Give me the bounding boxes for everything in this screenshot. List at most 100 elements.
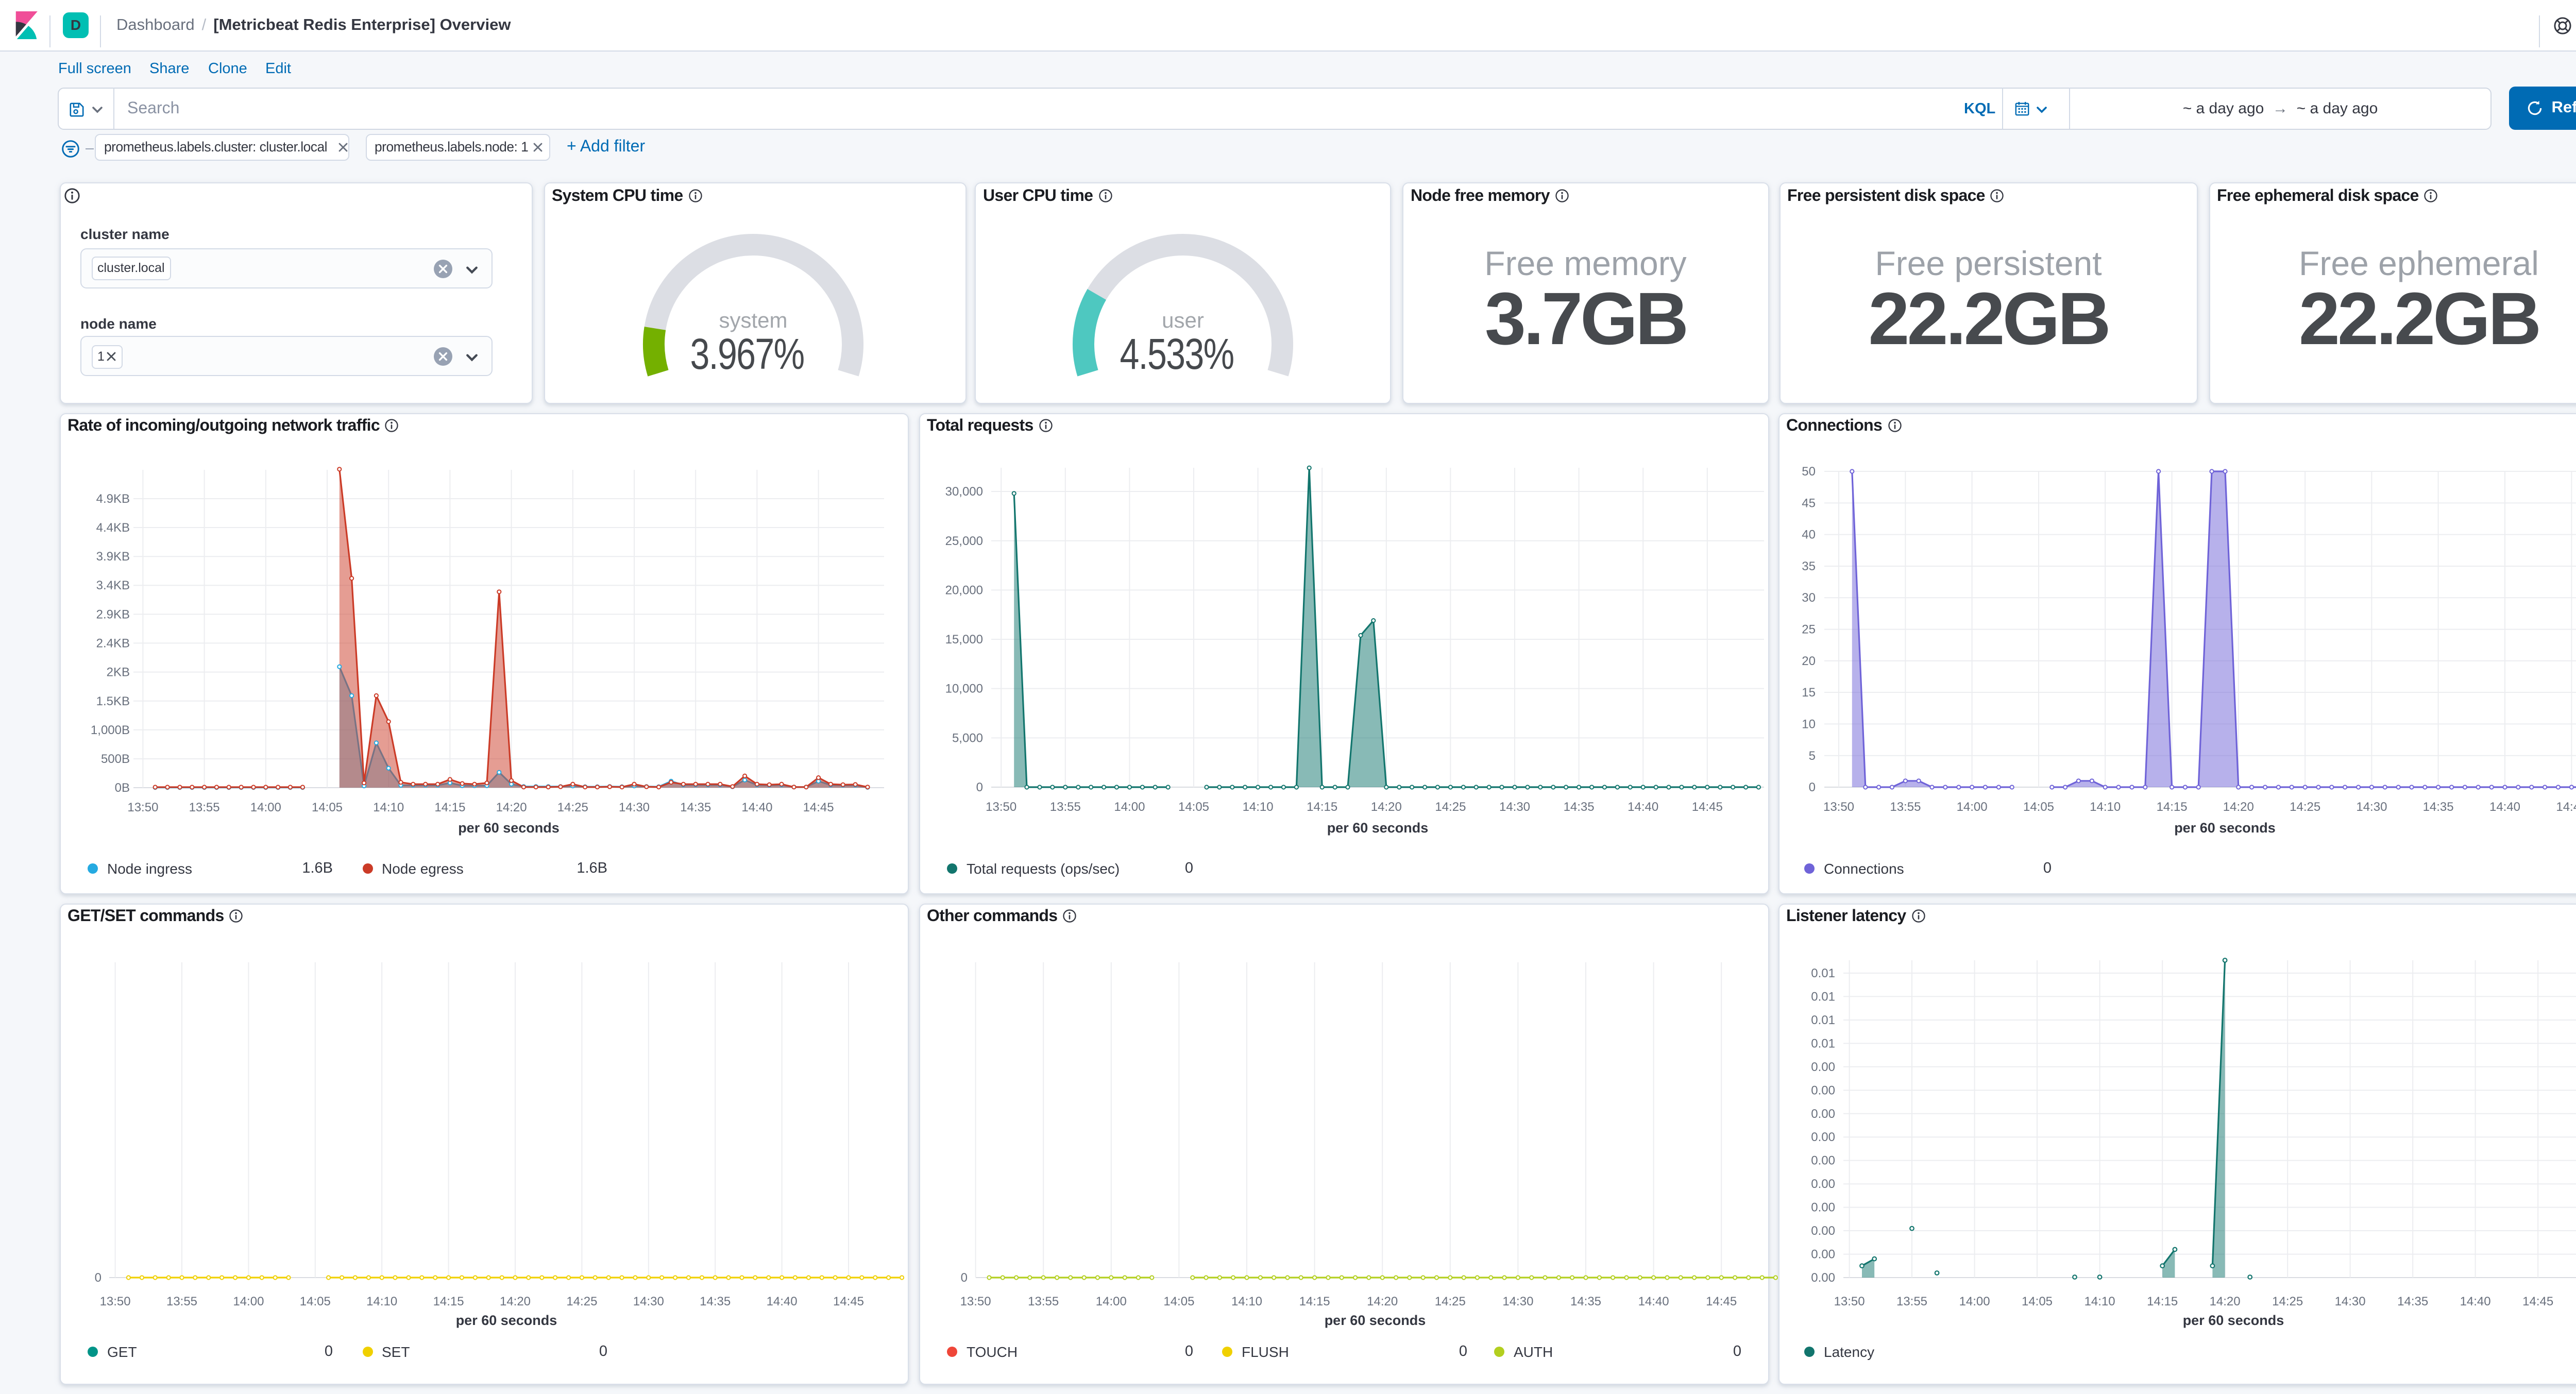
- svg-text:14:30: 14:30: [633, 1295, 664, 1308]
- svg-text:10: 10: [1802, 717, 1816, 731]
- svg-text:13:55: 13:55: [1890, 800, 1921, 814]
- svg-text:0.00: 0.00: [1811, 1248, 1835, 1262]
- svg-text:14:20: 14:20: [2223, 800, 2254, 814]
- svg-text:0.00: 0.00: [1811, 1107, 1835, 1121]
- svg-text:14:25: 14:25: [1435, 800, 1466, 814]
- svg-text:14:00: 14:00: [250, 801, 281, 814]
- svg-text:14:35: 14:35: [2423, 800, 2454, 814]
- svg-text:1,000B: 1,000B: [91, 723, 130, 737]
- svg-text:15: 15: [1802, 686, 1816, 700]
- svg-text:14:40: 14:40: [1638, 1295, 1669, 1308]
- svg-text:14:45: 14:45: [803, 801, 834, 814]
- svg-text:14:05: 14:05: [1178, 800, 1209, 814]
- svg-text:4.9KB: 4.9KB: [96, 492, 130, 506]
- svg-text:25: 25: [1802, 623, 1816, 637]
- svg-text:35: 35: [1802, 559, 1816, 573]
- svg-text:15,000: 15,000: [945, 633, 983, 647]
- svg-text:0.00: 0.00: [1811, 1060, 1835, 1074]
- svg-text:14:35: 14:35: [680, 801, 711, 814]
- svg-text:5: 5: [1809, 749, 1816, 763]
- svg-text:3.4KB: 3.4KB: [96, 579, 130, 592]
- svg-text:4.4KB: 4.4KB: [96, 521, 130, 535]
- svg-text:13:55: 13:55: [189, 801, 220, 814]
- svg-text:14:40: 14:40: [741, 801, 772, 814]
- svg-text:0.00: 0.00: [1811, 1154, 1835, 1168]
- svg-text:0.01: 0.01: [1811, 1036, 1835, 1050]
- svg-text:0.01: 0.01: [1811, 966, 1835, 980]
- svg-text:0: 0: [1809, 780, 1816, 794]
- svg-text:14:15: 14:15: [1299, 1295, 1330, 1308]
- svg-text:14:20: 14:20: [500, 1295, 531, 1308]
- svg-text:14:05: 14:05: [2022, 1295, 2053, 1308]
- svg-text:14:40: 14:40: [2489, 800, 2520, 814]
- svg-text:14:35: 14:35: [1570, 1295, 1601, 1308]
- svg-text:14:15: 14:15: [2157, 800, 2188, 814]
- svg-text:13:50: 13:50: [127, 801, 158, 814]
- svg-text:50: 50: [1802, 465, 1816, 479]
- svg-text:20: 20: [1802, 654, 1816, 668]
- svg-text:13:50: 13:50: [1823, 800, 1854, 814]
- svg-text:2.4KB: 2.4KB: [96, 636, 130, 650]
- svg-text:14:00: 14:00: [233, 1295, 264, 1308]
- svg-text:0.01: 0.01: [1811, 1013, 1835, 1027]
- svg-text:40: 40: [1802, 528, 1816, 542]
- svg-text:14:35: 14:35: [1564, 800, 1595, 814]
- svg-text:500B: 500B: [101, 752, 130, 766]
- svg-text:14:15: 14:15: [2147, 1295, 2178, 1308]
- svg-text:20,000: 20,000: [945, 583, 983, 597]
- svg-text:13:55: 13:55: [166, 1295, 197, 1308]
- svg-text:14:15: 14:15: [1307, 800, 1337, 814]
- svg-text:14:00: 14:00: [1096, 1295, 1127, 1308]
- svg-text:30,000: 30,000: [945, 485, 983, 499]
- svg-text:14:45: 14:45: [2522, 1295, 2553, 1308]
- svg-text:14:25: 14:25: [566, 1295, 597, 1308]
- svg-text:13:50: 13:50: [986, 800, 1016, 814]
- svg-text:0: 0: [976, 780, 983, 794]
- svg-text:14:00: 14:00: [1959, 1295, 1990, 1308]
- svg-text:14:35: 14:35: [700, 1295, 731, 1308]
- svg-text:13:55: 13:55: [1896, 1295, 1927, 1308]
- svg-text:14:40: 14:40: [2460, 1295, 2491, 1308]
- svg-text:13:50: 13:50: [100, 1295, 131, 1308]
- svg-text:13:50: 13:50: [960, 1295, 991, 1308]
- svg-text:0.01: 0.01: [1811, 990, 1835, 1004]
- svg-text:0: 0: [95, 1271, 101, 1285]
- svg-text:0.00: 0.00: [1811, 1201, 1835, 1215]
- svg-text:14:15: 14:15: [434, 801, 465, 814]
- svg-text:2.9KB: 2.9KB: [96, 607, 130, 621]
- svg-text:45: 45: [1802, 496, 1816, 510]
- svg-text:14:10: 14:10: [1231, 1295, 1262, 1308]
- svg-text:14:10: 14:10: [366, 1295, 397, 1308]
- svg-text:14:45: 14:45: [1692, 800, 1723, 814]
- svg-text:14:05: 14:05: [312, 801, 343, 814]
- svg-text:5,000: 5,000: [952, 731, 983, 745]
- svg-text:14:30: 14:30: [1502, 1295, 1533, 1308]
- svg-text:14:45: 14:45: [833, 1295, 864, 1308]
- svg-text:14:25: 14:25: [557, 801, 588, 814]
- svg-text:14:30: 14:30: [619, 801, 650, 814]
- svg-text:14:05: 14:05: [2023, 800, 2054, 814]
- svg-text:0.00: 0.00: [1811, 1224, 1835, 1238]
- svg-text:0.00: 0.00: [1811, 1271, 1835, 1285]
- svg-text:14:10: 14:10: [373, 801, 404, 814]
- svg-text:14:20: 14:20: [496, 801, 527, 814]
- svg-text:14:30: 14:30: [2356, 800, 2387, 814]
- svg-text:30: 30: [1802, 591, 1816, 605]
- svg-text:14:05: 14:05: [300, 1295, 331, 1308]
- svg-text:14:40: 14:40: [1628, 800, 1658, 814]
- svg-text:0.00: 0.00: [1811, 1083, 1835, 1097]
- svg-text:14:00: 14:00: [1114, 800, 1145, 814]
- svg-text:14:45: 14:45: [1706, 1295, 1737, 1308]
- svg-text:14:10: 14:10: [2084, 1295, 2115, 1308]
- svg-text:14:35: 14:35: [2397, 1295, 2428, 1308]
- svg-text:0: 0: [961, 1271, 968, 1285]
- svg-text:14:20: 14:20: [2210, 1295, 2241, 1308]
- svg-text:0B: 0B: [115, 781, 130, 795]
- svg-text:0.00: 0.00: [1811, 1130, 1835, 1144]
- svg-text:13:55: 13:55: [1028, 1295, 1059, 1308]
- svg-text:14:30: 14:30: [2335, 1295, 2366, 1308]
- svg-text:14:05: 14:05: [1163, 1295, 1194, 1308]
- svg-text:14:15: 14:15: [433, 1295, 464, 1308]
- svg-text:13:50: 13:50: [1834, 1295, 1865, 1308]
- svg-text:14:25: 14:25: [1435, 1295, 1466, 1308]
